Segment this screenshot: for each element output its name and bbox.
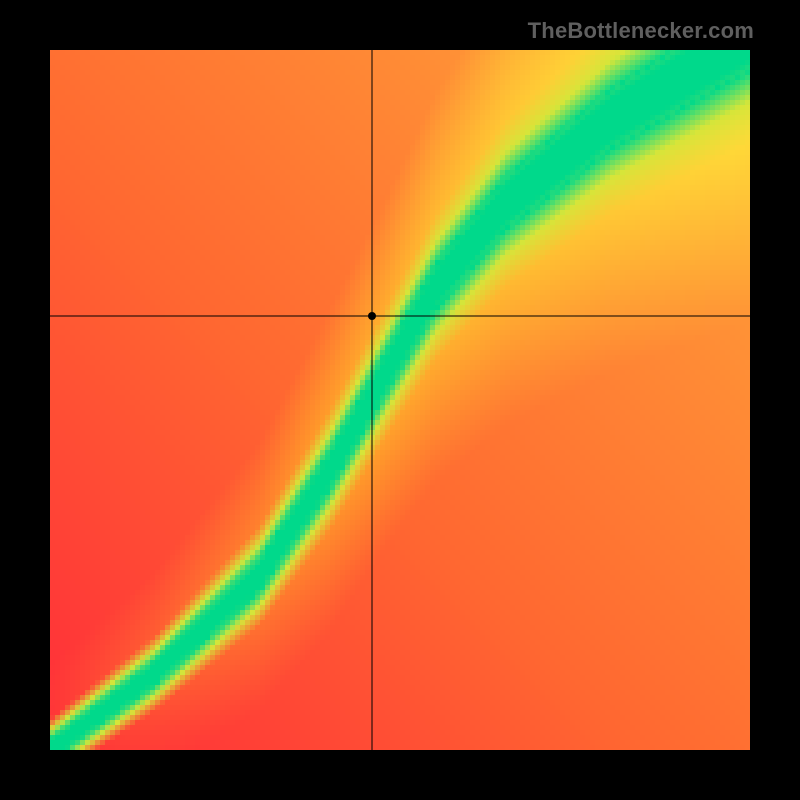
stage: TheBottlenecker.com [0,0,800,800]
watermark-text: TheBottlenecker.com [528,18,754,44]
bottleneck-heatmap [50,50,750,750]
